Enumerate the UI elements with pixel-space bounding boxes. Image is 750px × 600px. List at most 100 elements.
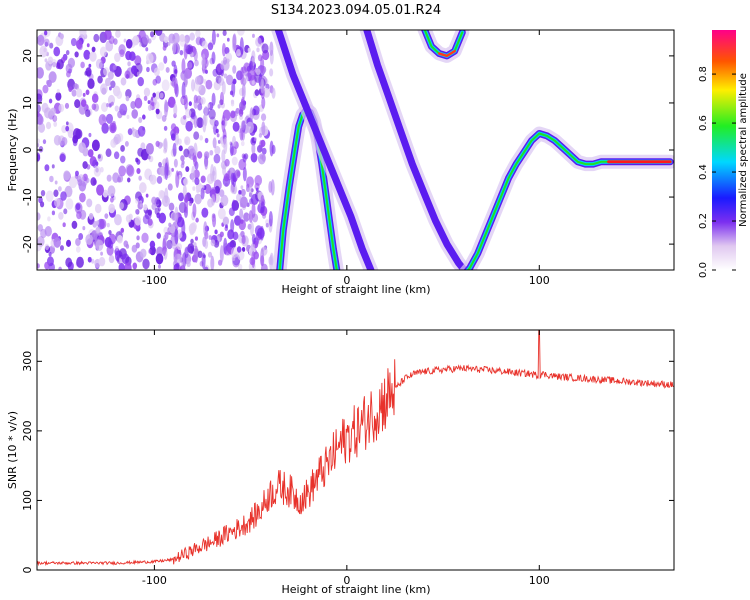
spectrogram-streak — [201, 252, 206, 270]
spectrogram-speckle — [220, 194, 229, 207]
spectrogram-speckle — [49, 175, 54, 183]
spectrogram-speckle — [204, 266, 209, 270]
spectrogram-speckle — [68, 86, 73, 92]
spectrogram-speckle — [120, 227, 125, 233]
spectrogram-streak — [239, 37, 244, 55]
spectrogram-streak — [248, 184, 253, 198]
spectrogram-speckle — [53, 189, 59, 197]
spectrogram-speckle — [142, 114, 146, 120]
colorbar-tick-label: 0.4 — [698, 164, 709, 180]
spectrogram-speckle — [91, 93, 99, 103]
spectrogram-speckle — [135, 209, 139, 215]
spectrogram-streak — [251, 202, 256, 218]
spectrogram-speckle — [190, 238, 194, 244]
spectrogram-speckle — [147, 104, 153, 111]
spectrogram-speckle — [93, 33, 100, 43]
spectrogram-streak — [260, 255, 265, 267]
spectrogram-streak — [211, 30, 216, 46]
spectrogram-streak — [268, 181, 273, 193]
spectrogram-speckle — [48, 262, 55, 270]
spectrogram-speckle — [246, 121, 254, 134]
spectrogram-speckle — [125, 214, 132, 223]
spectrogram-streak — [232, 34, 237, 51]
spectrogram-speckle — [37, 34, 45, 46]
spectrogram-speckle — [135, 157, 139, 163]
spectrogram-speckle — [213, 153, 221, 164]
spectrogram-speckle — [65, 50, 70, 56]
frequency-trace — [363, 30, 469, 270]
spectrogram-speckle — [45, 190, 54, 202]
spectrogram-speckle — [134, 55, 142, 66]
spectrogram-streak — [268, 210, 273, 227]
colorbar-tick-label: 0.8 — [698, 66, 709, 82]
spectrogram-speckle — [123, 38, 127, 43]
spectrogram-speckle — [48, 98, 53, 104]
spectrogram-streak — [251, 142, 256, 155]
spectrogram-speckle — [51, 210, 56, 216]
spectrogram-speckle — [194, 177, 200, 186]
spectrogram-speckle — [132, 129, 138, 138]
spectrogram-y-tick-label: -10 — [21, 188, 34, 206]
spectrogram-speckle — [73, 83, 78, 90]
spectrogram-y-tick-label: 10 — [21, 96, 34, 110]
spectrogram-speckle — [231, 156, 238, 166]
snr-x-tick-label: -100 — [142, 574, 167, 587]
spectrogram-streak — [249, 107, 254, 121]
spectrogram-speckle — [127, 177, 131, 183]
spectrogram-speckle — [82, 92, 86, 97]
spectrogram-speckle — [85, 177, 90, 183]
spectrogram-speckle — [60, 191, 67, 201]
spectrogram-speckle — [145, 47, 149, 52]
spectrogram-streak — [240, 120, 245, 131]
spectrogram-speckle — [252, 105, 260, 116]
spectrogram-speckle — [75, 238, 81, 247]
spectrogram-streak — [240, 96, 245, 110]
spectrogram-speckle — [162, 45, 167, 51]
spectrogram-speckle — [100, 83, 108, 95]
spectrogram-speckle — [163, 125, 168, 131]
spectrogram-speckle — [104, 213, 109, 219]
spectrogram-speckle — [59, 245, 64, 251]
spectrogram-speckle — [178, 192, 185, 202]
spectrogram-speckle — [195, 217, 199, 223]
spectrogram-speckle — [115, 30, 121, 38]
spectrogram-streak — [212, 137, 217, 149]
spectrogram-speckle — [254, 89, 260, 97]
spectrogram-speckle — [82, 225, 86, 231]
spectrogram-speckle — [131, 244, 138, 253]
spectrogram-speckle — [225, 224, 228, 229]
spectrogram-speckle — [230, 110, 236, 119]
spectrogram-streak — [221, 81, 226, 95]
spectrogram-speckle — [153, 101, 160, 110]
spectrogram-speckle — [76, 211, 82, 220]
spectrogram-streak — [251, 242, 256, 252]
spectrogram-speckle — [126, 114, 130, 119]
spectrogram-streak — [213, 124, 218, 135]
spectrogram-speckle — [86, 198, 93, 208]
spectrogram-streak — [164, 101, 169, 113]
spectrogram-streak — [211, 194, 216, 206]
spectrogram-speckle — [127, 61, 131, 67]
spectrogram-speckle — [108, 103, 112, 108]
spectrogram-speckle — [223, 173, 230, 182]
spectrogram-speckle — [37, 104, 41, 114]
spectrogram-speckle — [106, 174, 112, 182]
spectrogram-speckle — [97, 154, 101, 159]
spectrogram-speckle — [153, 67, 160, 77]
spectrogram-streak — [221, 42, 226, 57]
spectrogram-speckle — [201, 207, 209, 218]
spectrogram-speckle — [177, 243, 183, 251]
spectrogram-speckle — [101, 102, 108, 113]
spectrogram-speckle — [192, 186, 196, 191]
spectrogram-speckle — [99, 218, 107, 229]
spectrogram-speckle — [88, 63, 92, 68]
spectrogram-speckle — [107, 185, 116, 197]
spectrogram-speckle — [147, 100, 151, 105]
spectrogram-speckle — [246, 176, 254, 188]
spectrogram-streak — [181, 253, 186, 270]
spectrogram-speckle — [149, 240, 156, 249]
spectrogram-speckle — [125, 243, 130, 249]
spectrogram-speckle — [124, 70, 131, 79]
spectrogram-speckle — [194, 76, 201, 85]
spectrogram-speckle — [243, 212, 250, 222]
